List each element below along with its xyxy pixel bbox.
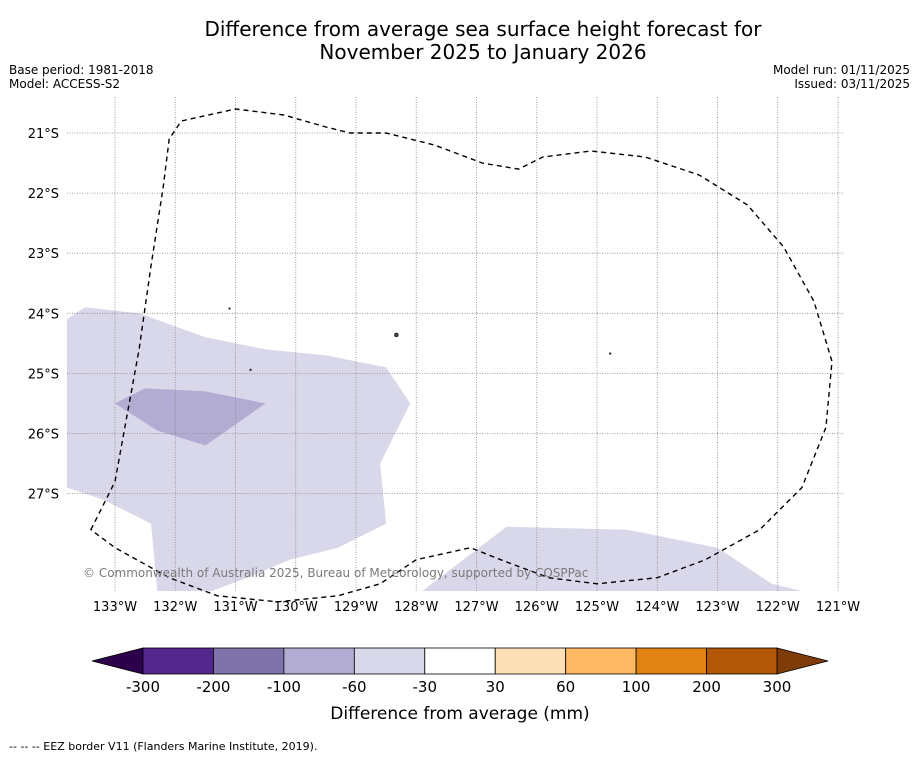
map-title: Difference from average sea surface heig… bbox=[0, 18, 919, 64]
colorbar-tick-4: -30 bbox=[413, 678, 438, 696]
lon-label-1: 132°W bbox=[153, 600, 197, 615]
colorbar-tick-8: 200 bbox=[692, 678, 721, 696]
meta-right: Model run: 01/11/2025 Issued: 03/11/2025 bbox=[773, 63, 910, 91]
colorbar-tick-1: -200 bbox=[196, 678, 230, 696]
lon-label-12: 121°W bbox=[816, 600, 860, 615]
lat-label-3: 24°S bbox=[28, 307, 59, 322]
anomaly-region-1 bbox=[115, 388, 266, 446]
colorbar-extend-high bbox=[776, 647, 829, 675]
island-3 bbox=[228, 307, 231, 310]
colorbar-segment-2 bbox=[283, 647, 355, 675]
colorbar-segment-3 bbox=[353, 647, 426, 675]
title-line-1: Difference from average sea surface heig… bbox=[204, 17, 762, 41]
lon-label-2: 131°W bbox=[213, 600, 257, 615]
anomaly-region-2 bbox=[422, 526, 802, 591]
lat-label-1: 22°S bbox=[28, 187, 59, 202]
colorbar-segment-5 bbox=[494, 647, 567, 675]
map-figure: © Commonwealth of Australia 2025, Bureau… bbox=[28, 97, 860, 724]
eez-footnote: -- -- -- EEZ border V11 (Flanders Marine… bbox=[9, 740, 318, 753]
colorbar-segment-4 bbox=[424, 647, 496, 675]
title-line-2: November 2025 to January 2026 bbox=[319, 40, 647, 64]
colorbar-tick-9: 300 bbox=[763, 678, 792, 696]
lon-label-7: 126°W bbox=[515, 600, 559, 615]
lon-label-4: 129°W bbox=[334, 600, 378, 615]
lon-label-10: 123°W bbox=[695, 600, 739, 615]
issued-date: Issued: 03/11/2025 bbox=[794, 77, 910, 91]
lon-label-8: 125°W bbox=[575, 600, 619, 615]
lat-label-4: 25°S bbox=[28, 367, 59, 382]
colorbar-segment-8 bbox=[706, 647, 778, 675]
base-period: Base period: 1981-2018 bbox=[9, 63, 154, 77]
colorbar-extend-low bbox=[91, 647, 144, 675]
colorbar-segment-7 bbox=[635, 647, 707, 675]
anomaly-regions bbox=[67, 307, 802, 591]
island-0 bbox=[394, 332, 399, 338]
lon-label-3: 130°W bbox=[274, 600, 318, 615]
colorbar-label: Difference from average (mm) bbox=[330, 704, 589, 724]
colorbar-tick-0: -300 bbox=[126, 678, 160, 696]
colorbar-tick-3: -60 bbox=[342, 678, 367, 696]
colorbar-tick-2: -100 bbox=[267, 678, 301, 696]
colorbar-segment-0 bbox=[142, 647, 214, 675]
colorbar-tick-5: 30 bbox=[486, 678, 505, 696]
lon-label-9: 124°W bbox=[635, 600, 679, 615]
island-2 bbox=[609, 352, 612, 355]
lon-label-6: 127°W bbox=[454, 600, 498, 615]
longitude-labels: 133°W 132°W 131°W 130°W 129°W 128°W 127°W 126°W… bbox=[93, 600, 860, 615]
islands bbox=[228, 307, 612, 371]
colorbar-tick-6: 60 bbox=[556, 678, 575, 696]
colorbar: -300 -200 -100 -60 -30 30 60 100 200 300 bbox=[91, 647, 829, 696]
eez-border bbox=[90, 108, 833, 603]
colorbar-segment-1 bbox=[213, 647, 285, 675]
model-name: Model: ACCESS-S2 bbox=[9, 77, 121, 91]
lon-label-11: 122°W bbox=[756, 600, 800, 615]
lon-label-0: 133°W bbox=[93, 600, 137, 615]
copyright-notice: © Commonwealth of Australia 2025, Bureau… bbox=[83, 566, 588, 580]
anomaly-region-0 bbox=[67, 307, 411, 591]
colorbar-tick-7: 100 bbox=[622, 678, 651, 696]
island-1 bbox=[249, 368, 252, 371]
meta-left: Base period: 1981-2018 Model: ACCESS-S2 bbox=[9, 63, 154, 91]
graticule bbox=[67, 97, 843, 591]
lat-label-0: 21°S bbox=[28, 127, 59, 142]
lat-label-5: 26°S bbox=[28, 428, 59, 443]
model-run: Model run: 01/11/2025 bbox=[772, 63, 910, 77]
lon-label-5: 128°W bbox=[394, 600, 438, 615]
latitude-labels: 21°S 22°S 23°S 24°S 25°S 26°S 27°S bbox=[28, 127, 59, 503]
colorbar-segment-6 bbox=[565, 647, 637, 675]
lat-label-6: 27°S bbox=[28, 488, 59, 503]
lat-label-2: 23°S bbox=[28, 247, 59, 262]
